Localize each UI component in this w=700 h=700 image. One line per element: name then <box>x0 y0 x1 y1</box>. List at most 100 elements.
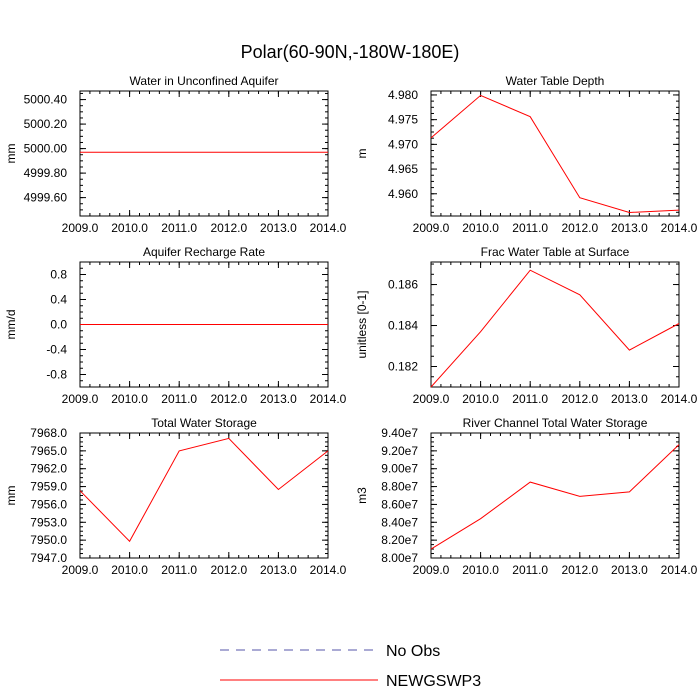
series-line-newgswp3 <box>79 437 329 543</box>
panel-1: Water in Unconfined Aquifer 2009.0 2010.0 2… <box>4 74 347 235</box>
panel-title: River Channel Total Water Storage <box>463 416 648 430</box>
x-tick-label: 2011.0 <box>161 392 197 406</box>
y-tick-label: 7959.0 <box>30 480 67 494</box>
y-tick-label: 7962.0 <box>30 462 67 476</box>
x-tick-label: 2009.0 <box>62 221 99 235</box>
x-tick-label: 2009.0 <box>62 563 99 577</box>
legend-newgswp3-label: NEWGSWP3 <box>386 673 481 690</box>
x-tick-label: 2012.0 <box>210 563 247 577</box>
y-tick-label: 5000.20 <box>24 117 68 131</box>
x-tick-label: 2013.0 <box>260 563 297 577</box>
y-tick-label: -0.4 <box>46 343 67 357</box>
x-tick-label: 2009.0 <box>413 392 450 406</box>
y-tick-label: 4999.80 <box>24 166 68 180</box>
panel-2: Water Table Depth 2009.0 2010.0 2011.0 2012.… <box>355 74 698 235</box>
y-axis-label: mm <box>4 144 18 164</box>
plot-frame <box>79 432 329 559</box>
panel-3: Aquifer Recharge Rate 2009.0 2010.0 2011.0 2… <box>4 245 347 406</box>
series-line-newgswp3 <box>430 94 680 214</box>
panel-title: Frac Water Table at Surface <box>481 245 630 259</box>
x-tick-label: 2011.0 <box>512 392 548 406</box>
y-tick-label: 7950.0 <box>30 533 67 547</box>
y-tick-label: 7968.0 <box>30 426 67 440</box>
y-tick-label: -0.8 <box>46 368 67 382</box>
y-tick-label: 4.970 <box>388 137 418 151</box>
y-tick-label: 9.20e7 <box>381 444 418 458</box>
series-line-newgswp3 <box>430 269 680 388</box>
x-tick-label: 2013.0 <box>260 221 297 235</box>
y-tick-label: 8.60e7 <box>381 497 418 511</box>
y-tick-label: 8.40e7 <box>381 515 418 529</box>
x-tick-label: 2014.0 <box>661 563 698 577</box>
legend: No Obs NEWGSWP3 <box>220 643 481 690</box>
y-tick-label: 5000.40 <box>24 93 68 107</box>
y-tick-label: 4999.60 <box>24 191 68 205</box>
plot-frame <box>430 432 680 559</box>
x-tick-label: 2010.0 <box>111 563 148 577</box>
panel-6: River Channel Total Water Storage 2009.0 2… <box>355 416 698 577</box>
plot-frame <box>79 90 329 217</box>
y-tick-label: 8.00e7 <box>381 551 418 565</box>
x-tick-label: 2013.0 <box>260 392 297 406</box>
x-tick-label: 2014.0 <box>661 392 698 406</box>
y-tick-label: 4.965 <box>388 162 418 176</box>
y-tick-label: 0.182 <box>388 360 418 374</box>
panel-title: Water Table Depth <box>506 74 605 88</box>
y-axis-label: mm/d <box>4 310 18 340</box>
y-tick-label: 4.980 <box>388 88 418 102</box>
series-line-newgswp3 <box>430 444 680 550</box>
y-tick-label: 7947.0 <box>30 551 67 565</box>
x-tick-label: 2012.0 <box>210 221 247 235</box>
plot-frame <box>430 261 680 388</box>
x-tick-label: 2011.0 <box>161 221 197 235</box>
x-tick-label: 2009.0 <box>413 221 450 235</box>
x-tick-label: 2013.0 <box>611 392 648 406</box>
x-tick-label: 2012.0 <box>561 392 598 406</box>
x-tick-label: 2011.0 <box>512 563 548 577</box>
panel-title: Total Water Storage <box>151 416 257 430</box>
y-tick-label: 4.975 <box>388 113 418 127</box>
x-tick-label: 2014.0 <box>310 392 347 406</box>
y-tick-label: 4.960 <box>388 187 418 201</box>
x-tick-label: 2013.0 <box>611 563 648 577</box>
y-tick-label: 7956.0 <box>30 497 67 511</box>
legend-no-obs-label: No Obs <box>386 643 440 660</box>
figure-title: Polar(60-90N,-180W-180E) <box>241 42 460 62</box>
x-tick-label: 2012.0 <box>561 221 598 235</box>
x-tick-label: 2009.0 <box>413 563 450 577</box>
x-tick-label: 2010.0 <box>462 392 499 406</box>
y-tick-label: 9.00e7 <box>381 462 418 476</box>
y-tick-label: 7965.0 <box>30 444 67 458</box>
y-tick-label: 0.0 <box>50 318 67 332</box>
x-tick-label: 2011.0 <box>161 563 197 577</box>
panel-title: Aquifer Recharge Rate <box>143 245 265 259</box>
y-tick-label: 8.20e7 <box>381 533 418 547</box>
x-tick-label: 2010.0 <box>111 221 148 235</box>
y-tick-label: 0.4 <box>50 293 67 307</box>
panels: Water in Unconfined Aquifer 2009.0 2010.0 2… <box>4 74 698 577</box>
y-tick-label: 7953.0 <box>30 515 67 529</box>
x-tick-label: 2013.0 <box>611 221 648 235</box>
y-axis-label: mm <box>4 486 18 506</box>
y-axis-label: m3 <box>355 487 369 504</box>
x-tick-label: 2010.0 <box>111 392 148 406</box>
y-tick-label: 9.40e7 <box>381 426 418 440</box>
y-axis-label: unitless [0-1] <box>355 290 369 358</box>
panel-4: Frac Water Table at Surface 2009.0 2010.0 2… <box>355 245 698 406</box>
plot-frame <box>430 90 680 217</box>
panel-5: Total Water Storage 2009.0 2010.0 2011.0 201… <box>4 416 347 577</box>
x-tick-label: 2011.0 <box>512 221 548 235</box>
x-tick-label: 2010.0 <box>462 221 499 235</box>
y-tick-label: 5000.00 <box>24 142 68 156</box>
y-tick-label: 0.186 <box>388 278 418 292</box>
panel-title: Water in Unconfined Aquifer <box>130 74 279 88</box>
x-tick-label: 2014.0 <box>310 221 347 235</box>
y-tick-label: 8.80e7 <box>381 480 418 494</box>
x-tick-label: 2009.0 <box>62 392 99 406</box>
x-tick-label: 2012.0 <box>210 392 247 406</box>
x-tick-label: 2010.0 <box>462 563 499 577</box>
y-tick-label: 0.184 <box>388 319 418 333</box>
x-tick-label: 2012.0 <box>561 563 598 577</box>
y-axis-label: m <box>355 149 369 159</box>
